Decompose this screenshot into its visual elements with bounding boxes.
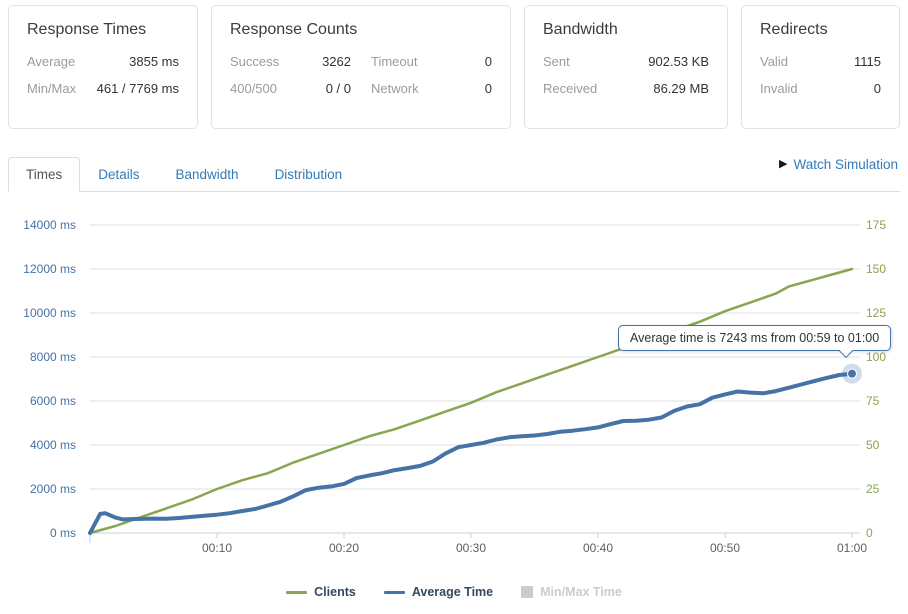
svg-text:100: 100 — [866, 350, 886, 364]
tab-details[interactable]: Details — [98, 167, 140, 182]
svg-text:2000 ms: 2000 ms — [30, 482, 76, 496]
x-axis: 00:10 00:20 00:30 00:40 00:50 01:00 — [89, 532, 867, 555]
hover-point-marker — [842, 363, 862, 384]
watch-simulation-label: Watch Simulation — [793, 157, 898, 172]
svg-text:50: 50 — [866, 438, 880, 452]
stat-label: Received — [543, 81, 598, 96]
legend-label: Min/Max Time — [540, 585, 622, 599]
stat-value: 1115 — [854, 54, 881, 69]
card-redirects: Redirects Valid 1115 Invalid 0 — [741, 5, 900, 129]
minmax-time-box-swatch — [521, 586, 534, 598]
tooltip-text: Average time is 7243 ms from 00:59 to 01… — [630, 331, 880, 345]
series-average-time — [88, 371, 854, 535]
legend-item-minmax-time[interactable]: Min/Max Time — [521, 585, 622, 599]
stat-value: 0 — [484, 54, 492, 69]
stat-label: Min/Max — [27, 81, 77, 96]
svg-text:00:30: 00:30 — [456, 541, 486, 555]
stat-value: 3262 — [322, 54, 351, 69]
card-title: Bandwidth — [543, 21, 618, 38]
card-title: Response Times — [27, 21, 147, 38]
stat-value: 461 / 7769 ms — [96, 81, 179, 96]
stat-value: 86.29 MB — [653, 81, 709, 96]
clients-line-swatch — [286, 590, 308, 594]
svg-text:00:10: 00:10 — [202, 541, 232, 555]
svg-text:00:20: 00:20 — [329, 541, 359, 555]
svg-text:8000 ms: 8000 ms — [30, 350, 76, 364]
svg-text:175: 175 — [866, 218, 886, 232]
card-bandwidth: Bandwidth Sent 902.53 KB Received 86.29 … — [524, 5, 728, 129]
stat-label: Average — [27, 54, 76, 69]
svg-text:6000 ms: 6000 ms — [30, 394, 76, 408]
svg-text:12000 ms: 12000 ms — [23, 262, 76, 276]
stat-label: Sent — [543, 54, 570, 69]
svg-text:125: 125 — [866, 306, 886, 320]
card-title: Response Counts — [230, 21, 358, 38]
svg-text:01:00: 01:00 — [837, 541, 867, 555]
svg-text:00:50: 00:50 — [710, 541, 740, 555]
chart-tab-bar: Times Details Bandwidth Distribution ▶ W… — [8, 155, 900, 192]
stat-value: 0 / 0 — [325, 81, 351, 96]
stat-value: 0 — [484, 81, 492, 96]
svg-text:4000 ms: 4000 ms — [30, 438, 76, 452]
stat-value: 3855 ms — [129, 54, 179, 69]
legend-label: Clients — [314, 585, 356, 599]
tab-bandwidth[interactable]: Bandwidth — [175, 167, 239, 182]
chart-tooltip: Average time is 7243 ms from 00:59 to 01… — [618, 325, 892, 359]
stat-label: Timeout — [371, 54, 418, 69]
grid-lines — [90, 224, 860, 534]
stat-label: Invalid — [760, 81, 798, 96]
legend-item-clients[interactable]: Clients — [286, 585, 356, 599]
svg-text:14000 ms: 14000 ms — [23, 218, 76, 232]
stat-value: 0 — [873, 81, 881, 96]
card-response-times: Response Times Average 3855 ms Min/Max 4… — [8, 5, 198, 129]
svg-text:10000 ms: 10000 ms — [23, 306, 76, 320]
legend-item-average-time[interactable]: Average Time — [383, 585, 494, 599]
play-icon: ▶ — [778, 158, 788, 170]
legend-label: Average Time — [411, 585, 494, 599]
tab-distribution[interactable]: Distribution — [274, 167, 343, 182]
svg-text:00:40: 00:40 — [583, 541, 613, 555]
stat-label: Success — [230, 54, 280, 69]
svg-text:0: 0 — [866, 526, 873, 540]
chart-legend: Clients Average Time Min/Max Time — [8, 585, 900, 599]
times-chart: 14000 ms 175 12000 ms 150 10000 ms 125 8000 ms… — [8, 204, 900, 599]
load-test-results-page: Response Times Average 3855 ms Min/Max 4… — [8, 5, 900, 599]
card-response-counts: Response Counts Success 3262 Timeout 0 4… — [211, 5, 511, 129]
svg-text:150: 150 — [866, 262, 886, 276]
svg-text:0 ms: 0 ms — [50, 526, 76, 540]
stat-label: Valid — [760, 54, 788, 69]
stat-label: 400/500 — [230, 81, 277, 96]
tab-times[interactable]: Times — [8, 157, 81, 192]
card-title: Redirects — [760, 21, 828, 38]
watch-simulation-link[interactable]: ▶ Watch Simulation — [779, 157, 900, 172]
average-time-line-swatch — [383, 590, 405, 594]
svg-text:25: 25 — [866, 482, 880, 496]
svg-text:75: 75 — [866, 394, 880, 408]
stat-label: Network — [371, 81, 419, 96]
series-clients — [88, 267, 854, 535]
stat-value: 902.53 KB — [648, 54, 709, 69]
summary-cards: Response Times Average 3855 ms Min/Max 4… — [8, 5, 900, 129]
